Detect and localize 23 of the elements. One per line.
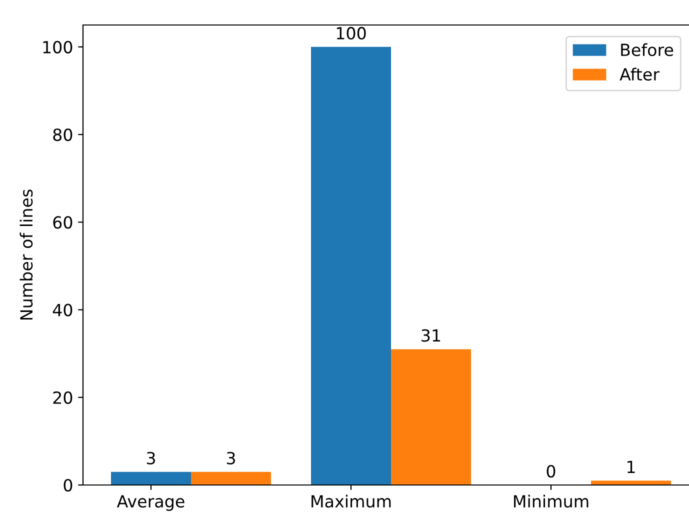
y-axis-title: Number of lines (20, 190, 33, 320)
data-label: 31 (422, 329, 440, 342)
data-label: 100 (336, 26, 366, 40)
y-tick-label: 0 (64, 478, 72, 492)
y-tick-label: 60 (53, 216, 72, 229)
bar (591, 480, 671, 485)
data-label: 0 (546, 464, 556, 478)
bar (111, 472, 191, 485)
bar (311, 46, 391, 485)
y-tick-label: 40 (52, 304, 72, 316)
y-tick-label: 100 (43, 40, 72, 54)
data-label: 3 (146, 452, 155, 464)
bar (391, 349, 471, 485)
bar (191, 472, 271, 485)
x-tick-label: Maximum (312, 494, 391, 508)
y-tick-label: 80 (53, 128, 72, 142)
x-tick-label: Average (116, 495, 184, 511)
data-label: 3 (226, 452, 235, 464)
data-label: 1 (628, 460, 635, 473)
legend-label: Before (621, 43, 674, 56)
x-tick-label: Minimum (514, 494, 588, 508)
legend-label: After (620, 68, 660, 81)
y-tick-label: 20 (53, 391, 72, 404)
